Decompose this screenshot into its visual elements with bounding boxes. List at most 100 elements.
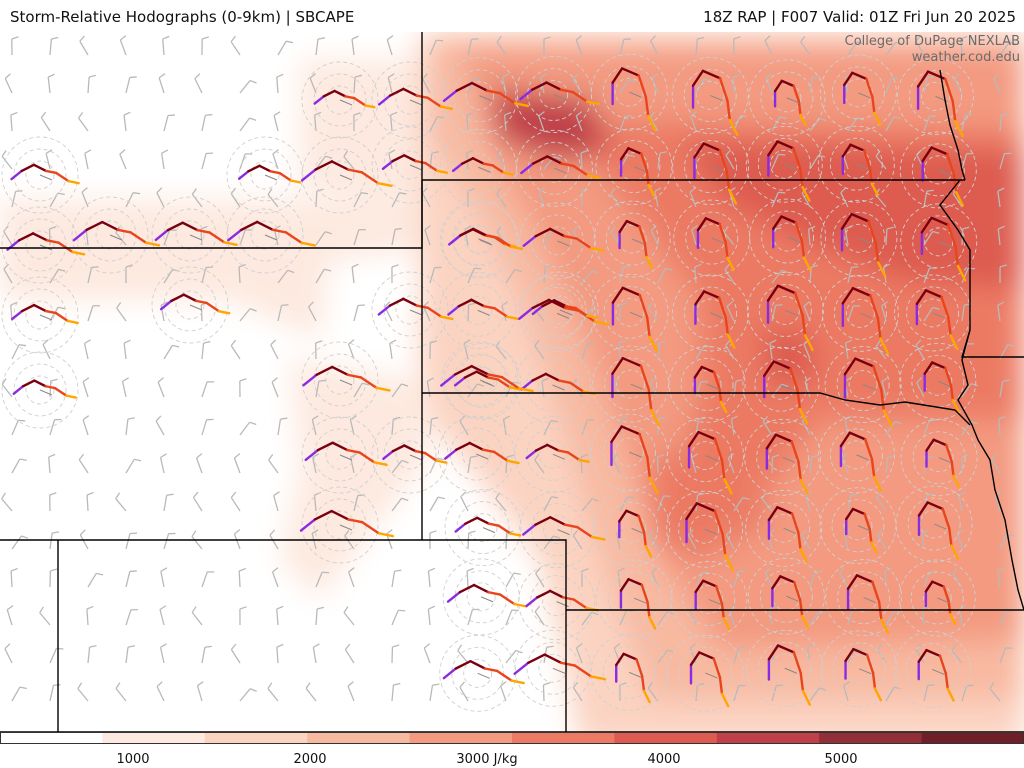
- wind-barb: [344, 529, 355, 550]
- colorbar-segment: [921, 732, 1024, 744]
- wind-barb: [230, 339, 241, 360]
- wind-barb: [277, 40, 294, 56]
- hodograph: [447, 227, 524, 251]
- hodograph: [454, 516, 522, 537]
- wind-barb: [201, 340, 211, 360]
- wind-barb: [270, 339, 279, 360]
- wind-barb: [155, 415, 165, 436]
- wind-barb: [467, 267, 482, 284]
- wind-barb: [999, 379, 1010, 398]
- wind-barb: [194, 73, 203, 94]
- wind-barb: [505, 609, 519, 626]
- wind-barb: [276, 73, 284, 94]
- wind-barb: [800, 36, 811, 56]
- wind-barb: [923, 684, 935, 702]
- wind-barb: [79, 35, 89, 56]
- hodograph: [227, 220, 316, 247]
- wind-barb: [343, 150, 355, 170]
- wind-barb: [79, 529, 89, 550]
- hodograph: [451, 157, 514, 176]
- wind-barb: [690, 111, 697, 132]
- wind-barb: [915, 35, 925, 56]
- wind-barb: [844, 339, 853, 360]
- wind-barb: [192, 491, 203, 512]
- hodograph-ring: [900, 419, 978, 497]
- hodograph: [382, 444, 448, 464]
- wind-barb: [612, 453, 621, 474]
- wind-barb: [1, 150, 13, 170]
- wind-barb: [4, 73, 13, 94]
- wind-barb: [353, 112, 361, 132]
- colorbar-segment: [614, 732, 718, 744]
- hodograph: [447, 298, 519, 320]
- wind-barb: [315, 268, 332, 284]
- wind-barb: [233, 529, 241, 550]
- wind-barb: [269, 529, 279, 550]
- wind-barb: [230, 643, 241, 664]
- wind-barb: [457, 644, 469, 664]
- wind-barb: [809, 687, 827, 702]
- hodograph: [520, 155, 601, 179]
- colorbar-segment: [819, 732, 923, 744]
- wind-barb: [201, 571, 215, 588]
- wind-barb: [195, 453, 203, 474]
- wind-barb: [691, 225, 698, 246]
- hodograph: [442, 81, 530, 108]
- wind-barb: [952, 567, 963, 588]
- hodograph: [610, 425, 659, 495]
- hodograph-ring: [820, 199, 898, 277]
- hodograph: [917, 501, 960, 560]
- hodograph-ring: [896, 57, 974, 135]
- wind-barb: [83, 339, 91, 360]
- hodograph: [302, 365, 391, 392]
- wind-barb: [543, 496, 559, 512]
- hodograph: [844, 647, 883, 702]
- wind-barb: [271, 567, 279, 588]
- hodograph: [442, 660, 525, 685]
- hodograph: [154, 221, 238, 246]
- wind-barb: [115, 492, 127, 512]
- hodograph: [446, 583, 528, 608]
- hodograph-ring: [1, 276, 79, 354]
- wind-barb: [733, 684, 746, 702]
- wind-barb: [47, 73, 55, 94]
- wind-barb: [391, 459, 409, 474]
- wind-barb: [11, 458, 27, 474]
- wind-barb: [885, 77, 899, 94]
- wind-barb: [307, 301, 317, 322]
- wind-barb: [495, 492, 507, 512]
- hodograph: [519, 81, 601, 106]
- hodograph-ring: [439, 271, 517, 349]
- wind-barb: [804, 377, 812, 398]
- wind-barb: [429, 496, 445, 512]
- wind-barb: [575, 111, 583, 132]
- wind-barb: [467, 38, 479, 56]
- wind-barb: [159, 453, 167, 474]
- colorbar-tick-label: 2000: [293, 752, 327, 767]
- wind-barb: [771, 454, 780, 474]
- wind-barb: [809, 75, 820, 94]
- hodograph-ring: [592, 345, 670, 423]
- wind-barb: [581, 419, 595, 436]
- wind-barb: [657, 340, 667, 360]
- wind-barb: [881, 377, 889, 398]
- hodograph: [72, 220, 161, 247]
- wind-barb: [315, 379, 326, 398]
- wind-barb: [538, 111, 545, 132]
- wind-barb: [422, 301, 431, 322]
- hodograph-ring: [593, 489, 671, 567]
- hodograph: [772, 215, 812, 272]
- wind-barb: [159, 643, 167, 664]
- wind-barb: [725, 149, 735, 170]
- wind-barb: [201, 381, 215, 398]
- wind-barb: [125, 570, 137, 588]
- wind-barb: [732, 73, 741, 94]
- wind-barb: [271, 377, 279, 398]
- wind-barb: [951, 644, 963, 664]
- wind-barb: [923, 267, 937, 284]
- hodograph: [304, 441, 388, 467]
- wind-barb: [10, 567, 18, 588]
- wind-barb: [344, 643, 355, 664]
- wind-barb: [619, 79, 636, 94]
- wind-barb: [125, 609, 138, 626]
